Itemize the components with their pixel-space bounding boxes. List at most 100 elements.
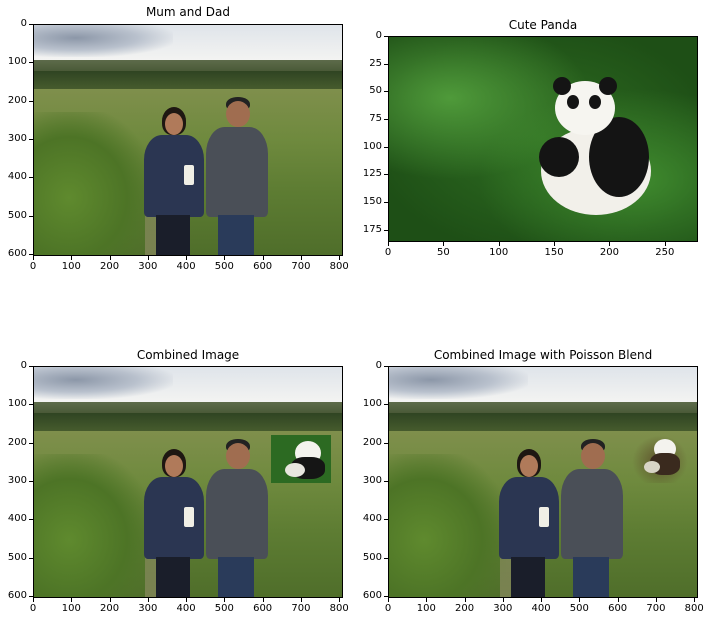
cloud	[34, 25, 173, 58]
x-tick-mark	[579, 598, 581, 602]
panel-title: Combined Image	[136, 348, 240, 362]
panda	[529, 77, 651, 217]
bushes	[34, 112, 152, 255]
x-tick-label: 400	[531, 603, 551, 614]
x-tick-label: 200	[99, 261, 120, 272]
pasted-panda-patch	[271, 435, 331, 483]
y-tick-label: 50	[369, 85, 382, 97]
x-tick-label: 700	[291, 261, 311, 272]
y-tick-mark	[29, 442, 33, 444]
x-tick-label: 200	[599, 247, 619, 258]
x-tick-mark	[694, 598, 696, 602]
x-tick-label: 250	[655, 247, 675, 258]
y-tick-mark	[384, 229, 388, 231]
y-tick-label: 100	[362, 140, 382, 152]
y-tick-mark	[29, 596, 33, 598]
y-tick-label: 125	[362, 168, 382, 180]
y-tick-mark	[384, 404, 388, 406]
x-tick-label: 0	[29, 261, 37, 272]
y-tick-label: 600	[362, 590, 382, 602]
person-mum	[138, 107, 208, 255]
y-tick-label: 500	[362, 551, 382, 563]
blended-panda	[632, 435, 688, 483]
x-tick-mark	[617, 598, 619, 602]
photo-frame-landscape	[33, 24, 343, 256]
x-tick-label: 700	[291, 603, 311, 614]
x-tick-mark	[186, 598, 188, 602]
y-tick-mark	[29, 481, 33, 483]
x-tick-mark	[71, 598, 73, 602]
x-tick-label: 50	[436, 247, 450, 258]
x-tick-label: 200	[99, 603, 120, 614]
y-tick-label: 200	[362, 436, 382, 448]
x-tick-label: 500	[569, 603, 589, 614]
x-tick-mark	[300, 598, 302, 602]
y-tick-label: 300	[7, 133, 27, 145]
person-dad	[557, 439, 627, 597]
x-tick-mark	[554, 242, 556, 246]
x-tick-mark	[443, 242, 445, 246]
x-tick-mark	[224, 256, 226, 260]
y-tick-mark	[29, 177, 33, 179]
photo-frame-poisson	[388, 366, 698, 598]
y-tick-mark	[29, 100, 33, 102]
y-tick-label: 175	[362, 223, 382, 235]
x-tick-mark	[388, 598, 389, 602]
y-tick-label: 400	[362, 513, 382, 525]
y-tick-label: 0	[20, 18, 27, 29]
x-tick-label: 800	[329, 603, 349, 614]
x-tick-label: 0	[29, 603, 37, 614]
photo-frame-combined	[33, 366, 343, 598]
y-tick-label: 600	[7, 590, 27, 602]
y-tick-label: 400	[7, 513, 27, 525]
y-tick-label: 300	[362, 475, 382, 487]
x-tick-label: 100	[61, 261, 81, 272]
y-tick-mark	[29, 254, 33, 256]
panel-title: Cute Panda	[508, 18, 578, 32]
x-tick-label: 400	[176, 261, 196, 272]
x-tick-mark	[300, 256, 302, 260]
person-mum	[493, 449, 563, 597]
x-tick-label: 400	[176, 603, 196, 614]
y-tick-mark	[29, 24, 33, 25]
y-tick-mark	[384, 119, 388, 121]
x-tick-mark	[109, 256, 111, 260]
y-tick-mark	[29, 519, 33, 521]
y-tick-label: 200	[7, 94, 27, 106]
x-tick-label: 500	[214, 261, 234, 272]
x-tick-mark	[502, 598, 504, 602]
x-tick-label: 100	[416, 603, 436, 614]
x-tick-mark	[147, 256, 149, 260]
y-tick-mark	[29, 62, 33, 64]
x-tick-mark	[109, 598, 111, 602]
y-tick-mark	[29, 557, 33, 559]
x-tick-mark	[224, 598, 226, 602]
x-tick-mark	[147, 598, 149, 602]
y-tick-mark	[29, 139, 33, 141]
x-tick-mark	[388, 242, 389, 246]
x-tick-label: 800	[329, 261, 349, 272]
y-tick-mark	[384, 596, 388, 598]
x-tick-label: 100	[61, 603, 81, 614]
y-tick-label: 400	[7, 171, 27, 183]
y-tick-label: 500	[7, 209, 27, 221]
x-tick-label: 600	[608, 603, 628, 614]
x-tick-mark	[339, 256, 341, 260]
x-tick-mark	[655, 598, 657, 602]
x-tick-mark	[33, 256, 34, 260]
x-tick-mark	[426, 598, 428, 602]
y-tick-mark	[384, 63, 388, 65]
x-tick-label: 300	[138, 603, 158, 614]
x-tick-mark	[541, 598, 543, 602]
person-mum	[138, 449, 208, 597]
x-tick-mark	[664, 242, 666, 246]
x-tick-label: 150	[544, 247, 564, 258]
y-tick-label: 100	[362, 398, 382, 410]
x-tick-mark	[262, 256, 264, 260]
y-tick-label: 100	[7, 56, 27, 68]
y-tick-mark	[384, 519, 388, 521]
x-tick-label: 100	[489, 247, 509, 258]
treeline	[34, 71, 342, 92]
x-tick-mark	[262, 598, 264, 602]
y-tick-label: 0	[20, 360, 27, 371]
